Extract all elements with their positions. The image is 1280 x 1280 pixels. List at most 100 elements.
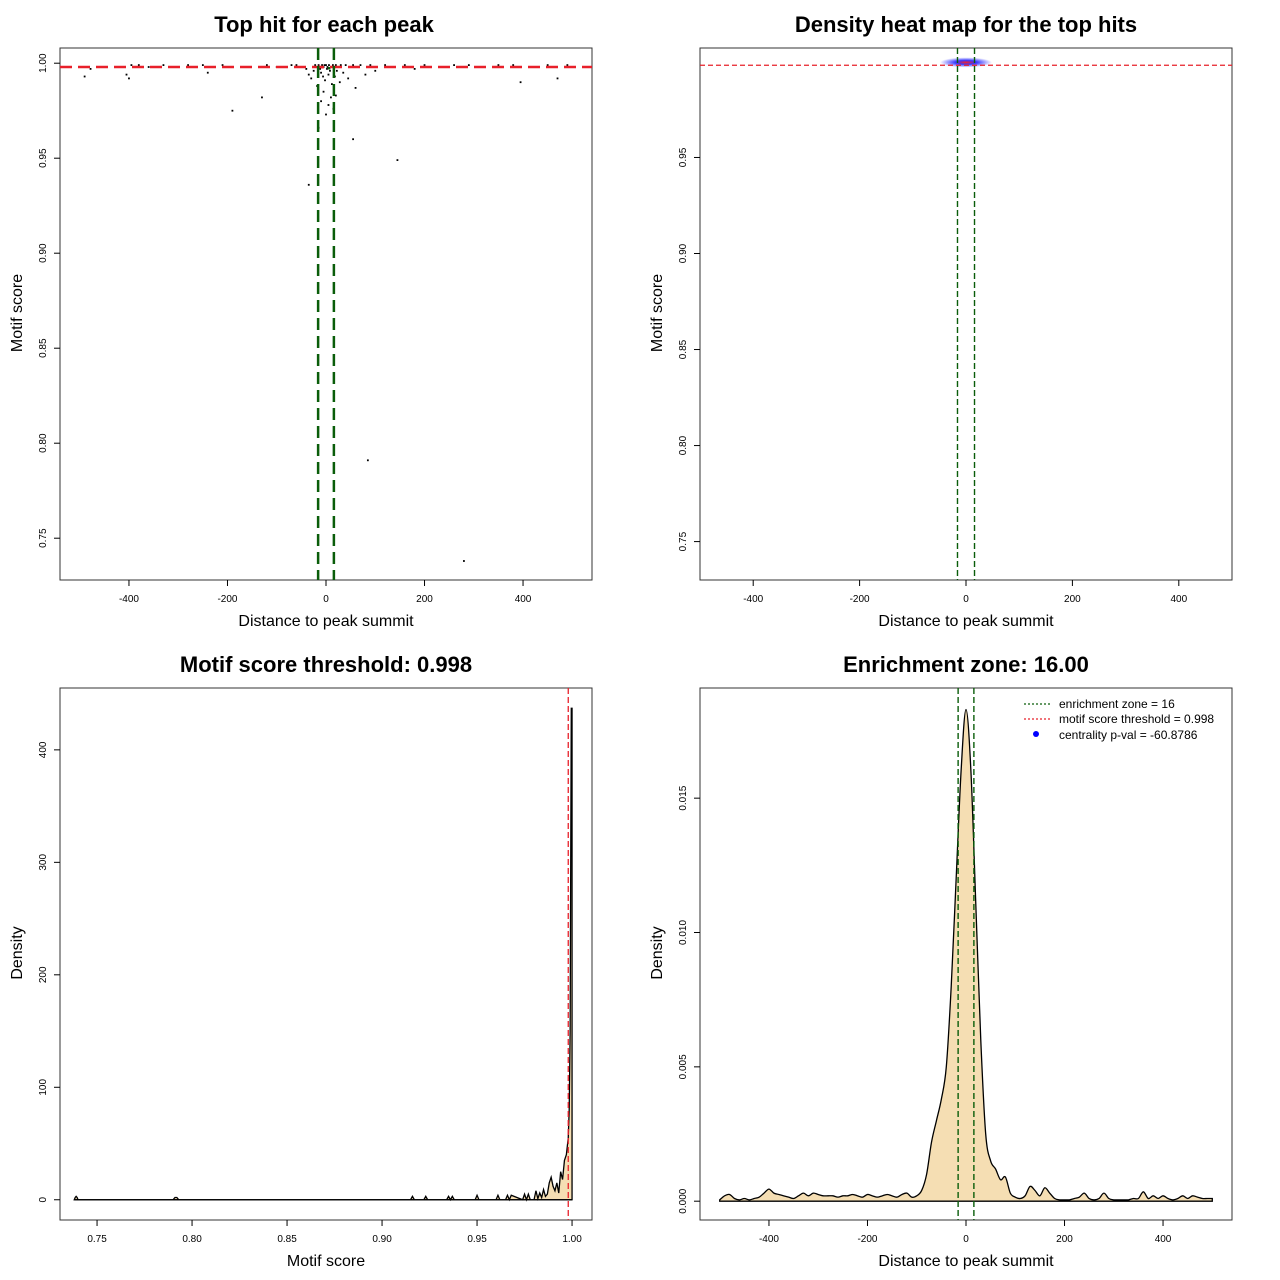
scatter-point [305, 68, 308, 70]
x-tick-label: 400 [515, 594, 532, 605]
y-tick-label: 0.90 [38, 243, 49, 263]
y-axis-label: Motif score [649, 274, 666, 352]
x-tick-label: 0.80 [182, 1234, 202, 1245]
plot-frame [59, 47, 593, 581]
scatter-point [453, 64, 455, 66]
y-tick-label: 0.005 [678, 1054, 689, 1079]
plot-frame [699, 47, 1233, 581]
scatter-point [347, 77, 350, 80]
scatter-point [323, 64, 326, 66]
y-tick-label: 0.85 [678, 339, 689, 359]
x-tick-label: -400 [759, 1234, 779, 1245]
y-tick-label: 0.75 [678, 531, 689, 551]
scatter-point [310, 77, 313, 80]
y-axis-label: Density [649, 926, 666, 979]
scatter-point [331, 64, 334, 66]
scatter-point [327, 104, 330, 106]
legend-label-pval: centrality p-val = -60.8786 [1059, 728, 1198, 742]
scatter-point [326, 68, 328, 70]
x-tick-label: -200 [857, 1234, 877, 1245]
scatter-point [364, 73, 367, 76]
scatter-point [322, 75, 324, 78]
panel-heatmap: Density heat map for the top hits Distan… [649, 12, 1233, 630]
y-tick-label: 0.80 [38, 433, 49, 453]
scatter-point [317, 64, 320, 66]
y-tick-label: 0.95 [38, 148, 49, 168]
scatter-point [334, 64, 337, 66]
panel-title: Top hit for each peak [214, 12, 434, 37]
scatter-point [546, 64, 549, 66]
scatter-point [319, 68, 321, 70]
y-tick-label: 200 [38, 966, 49, 983]
x-tick-label: 1.00 [562, 1234, 582, 1245]
scatter-point [359, 64, 362, 66]
scatter-point [374, 69, 377, 72]
scatter-point [206, 71, 209, 74]
legend-label-enrichment-zone: enrichment zone = 16 [1059, 697, 1175, 711]
scatter-point [325, 113, 327, 116]
y-tick-label: 100 [38, 1079, 49, 1096]
y-tick-label: 300 [38, 854, 49, 871]
scatter-point-highlight [327, 66, 331, 70]
scatter-points [83, 64, 569, 562]
scatter-point [261, 96, 263, 99]
scatter-point [83, 75, 86, 78]
scatter-point [566, 64, 569, 66]
y-tick-label: 0.75 [38, 528, 49, 548]
scatter-point [463, 560, 465, 562]
x-tick-label: 200 [1056, 1234, 1073, 1245]
scatter-point [423, 64, 426, 66]
y-tick-label: 0.80 [678, 435, 689, 455]
scatter-point [335, 69, 338, 72]
scatter-point [338, 81, 341, 84]
y-tick-label: 0.000 [678, 1188, 689, 1213]
scatter-point [330, 96, 332, 99]
density-area [73, 707, 573, 1202]
scatter-point [325, 64, 327, 66]
panel-title: Density heat map for the top hits [795, 12, 1137, 37]
x-tick-label: 200 [416, 594, 433, 605]
scatter-point [326, 66, 329, 68]
scatter-point [369, 64, 372, 66]
scatter-point [342, 71, 345, 74]
scatter-point [314, 64, 317, 66]
scatter-point [329, 69, 331, 72]
scatter-point [324, 79, 326, 82]
panel-title: Motif score threshold: 0.998 [180, 652, 472, 677]
x-tick-label: 400 [1155, 1234, 1172, 1245]
panel-title: Enrichment zone: 16.00 [843, 652, 1089, 677]
y-axis-label: Motif score [9, 274, 26, 352]
x-tick-label: 0 [323, 594, 329, 605]
scatter-point [396, 159, 399, 161]
scatter-point [137, 64, 140, 66]
plot-frame [59, 687, 593, 1221]
y-axis-label: Density [9, 926, 26, 979]
scatter-point [130, 64, 133, 66]
scatter-point [403, 64, 406, 66]
scatter-point [334, 94, 337, 97]
scatter-point [147, 66, 150, 68]
scatter-point [352, 138, 354, 141]
x-tick-label: 400 [1170, 594, 1187, 605]
scatter-point [519, 81, 522, 84]
x-axis-label: Motif score [287, 1253, 365, 1270]
scatter-point [339, 64, 342, 66]
scatter-point [128, 77, 130, 80]
x-tick-label: 0.95 [467, 1234, 487, 1245]
heat-hotspot [940, 57, 992, 68]
scatter-point [512, 64, 515, 66]
density-layer [73, 707, 573, 1202]
y-tick-label: 1.00 [38, 53, 49, 73]
scatter-point [344, 64, 347, 66]
scatter-point [320, 71, 322, 74]
y-tick-label: 400 [38, 741, 49, 758]
x-tick-label: 200 [1064, 594, 1081, 605]
y-tick-label: 0.015 [678, 785, 689, 810]
y-tick-label: 0.010 [678, 920, 689, 945]
scatter-point [322, 90, 325, 93]
density-layer [719, 708, 1213, 1202]
scatter-point [352, 64, 354, 66]
density-area [719, 708, 1213, 1202]
scatter-point [201, 64, 204, 66]
